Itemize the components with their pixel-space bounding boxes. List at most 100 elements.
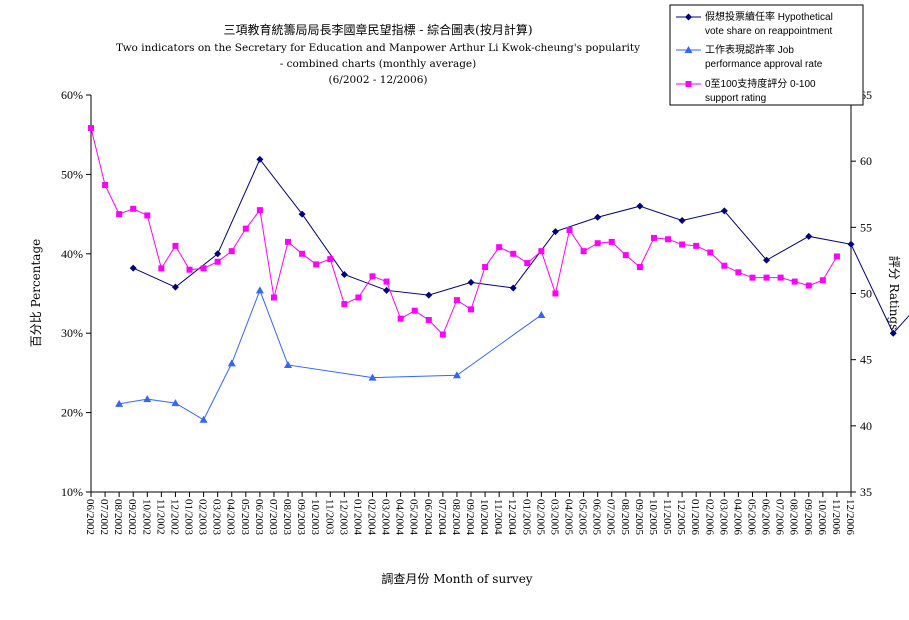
data-point-square — [130, 205, 137, 212]
x-tick-label: 08/2004 — [450, 499, 462, 536]
data-point-square — [88, 125, 94, 132]
x-tick-label: 04/2006 — [731, 499, 743, 536]
y-tick-left-label: 20% — [61, 406, 83, 420]
data-point-square — [383, 278, 390, 285]
x-tick-label: 06/2004 — [422, 499, 434, 536]
data-point-square — [270, 294, 277, 301]
series-1 — [129, 155, 909, 337]
series-2-line — [119, 288, 542, 421]
data-point-diamond — [509, 284, 517, 292]
x-tick-label: 10/2002 — [140, 499, 152, 535]
x-tick-label: 12/2003 — [337, 499, 349, 536]
data-point-square — [214, 258, 221, 265]
data-point-diamond — [340, 270, 348, 278]
x-tick-label: 12/2002 — [168, 499, 180, 535]
legend-marker-approval — [684, 46, 693, 53]
data-point-square — [411, 307, 418, 314]
data-point-triangle — [284, 360, 293, 368]
data-point-square — [242, 225, 249, 232]
data-point-triangle — [368, 373, 377, 381]
data-point-square — [594, 240, 601, 247]
series-group — [88, 125, 909, 423]
data-point-square — [116, 211, 123, 218]
data-point-square — [735, 269, 742, 276]
y-tick-right-label: 40 — [860, 419, 872, 433]
data-point-square — [341, 301, 348, 308]
data-point-diamond — [763, 256, 771, 264]
data-point-square — [496, 244, 503, 251]
data-point-diamond — [636, 202, 644, 210]
data-point-square — [186, 266, 193, 273]
data-point-square — [538, 248, 545, 255]
data-point-diamond — [847, 240, 855, 248]
x-tick-label: 11/2005 — [661, 499, 673, 535]
data-point-square — [833, 253, 840, 260]
x-tick-label: 02/2006 — [703, 499, 715, 536]
data-point-square — [608, 238, 615, 245]
x-tick-label: 09/2006 — [802, 499, 814, 536]
legend-marker-vote-share — [685, 13, 692, 21]
y-tick-right-label: 60 — [860, 154, 872, 168]
data-point-triangle — [199, 415, 208, 423]
x-tick-label: 05/2004 — [408, 499, 420, 536]
x-tick-label: 08/2003 — [281, 499, 293, 536]
data-point-triangle — [255, 286, 264, 294]
chart-title-line-3: - combined charts (monthly average) — [280, 58, 477, 70]
y-tick-right-label: 35 — [860, 485, 872, 499]
data-point-diamond — [425, 291, 433, 299]
x-tick-label: 06/2006 — [760, 499, 772, 536]
data-point-diamond — [214, 250, 222, 258]
chart-title-line-1: 三項教育統籌局局長李國章民望指標 - 綜合圖表(按月計算) — [223, 22, 532, 37]
data-point-triangle — [537, 310, 546, 318]
data-point-square — [777, 274, 784, 281]
data-point-square — [721, 262, 728, 269]
x-tick-label: 07/2006 — [774, 499, 786, 536]
data-point-square — [144, 212, 151, 219]
x-tick-label: 11/2004 — [492, 499, 504, 535]
data-point-square — [805, 282, 812, 289]
data-point-diamond — [171, 283, 179, 291]
x-tick-label: 09/2003 — [295, 499, 307, 536]
x-tick-label: 09/2002 — [126, 499, 138, 535]
x-tick-label: 11/2003 — [323, 499, 335, 535]
data-point-square — [355, 294, 362, 301]
x-tick-label: 02/2004 — [365, 499, 377, 536]
data-point-square — [524, 260, 531, 267]
x-tick-label: 01/2006 — [689, 499, 701, 536]
data-point-square — [580, 248, 587, 255]
legend-label-approval-2: performance approval rate — [705, 59, 823, 70]
x-tick-label: 06/2002 — [84, 499, 96, 535]
series-3 — [88, 125, 840, 338]
y-axis-left-label: 百分比 Percentage — [29, 239, 43, 348]
y-tick-left-label: 50% — [61, 167, 83, 181]
x-tick-label: 08/2006 — [788, 499, 800, 536]
x-tick-label: 04/2003 — [225, 499, 237, 536]
chart-title: 三項教育統籌局局長李國章民望指標 - 綜合圖表(按月計算) Two indica… — [116, 22, 640, 86]
data-point-triangle — [227, 359, 236, 367]
legend-label-vote-share-1: 假想投票續任率 Hypothetical — [705, 10, 833, 23]
data-point-diamond — [551, 228, 559, 236]
data-point-triangle — [115, 399, 124, 407]
x-tick-label: 07/2003 — [267, 499, 279, 536]
data-point-square — [665, 236, 672, 243]
x-tick-label: 11/2006 — [830, 499, 842, 535]
data-point-square — [369, 273, 376, 280]
data-point-square — [172, 242, 179, 249]
data-point-diamond — [889, 329, 897, 337]
y-tick-right-label: 55 — [860, 220, 872, 234]
y-axis-right-label: 評分 Ratings — [887, 256, 902, 331]
x-tick-label: 12/2006 — [844, 499, 856, 536]
data-point-square — [482, 264, 489, 271]
x-tick-label: 01/2004 — [351, 499, 363, 536]
series-2 — [115, 286, 546, 423]
data-point-square — [693, 242, 700, 249]
x-tick-label: 12/2004 — [506, 499, 518, 536]
x-tick-label: 09/2004 — [464, 499, 476, 536]
y-tick-left-label: 10% — [61, 485, 83, 499]
legend-marker-rating — [685, 81, 692, 87]
data-point-square — [299, 250, 306, 257]
x-tick-label: 05/2005 — [577, 499, 589, 536]
data-point-diamond — [678, 216, 686, 224]
data-point-square — [439, 331, 446, 338]
